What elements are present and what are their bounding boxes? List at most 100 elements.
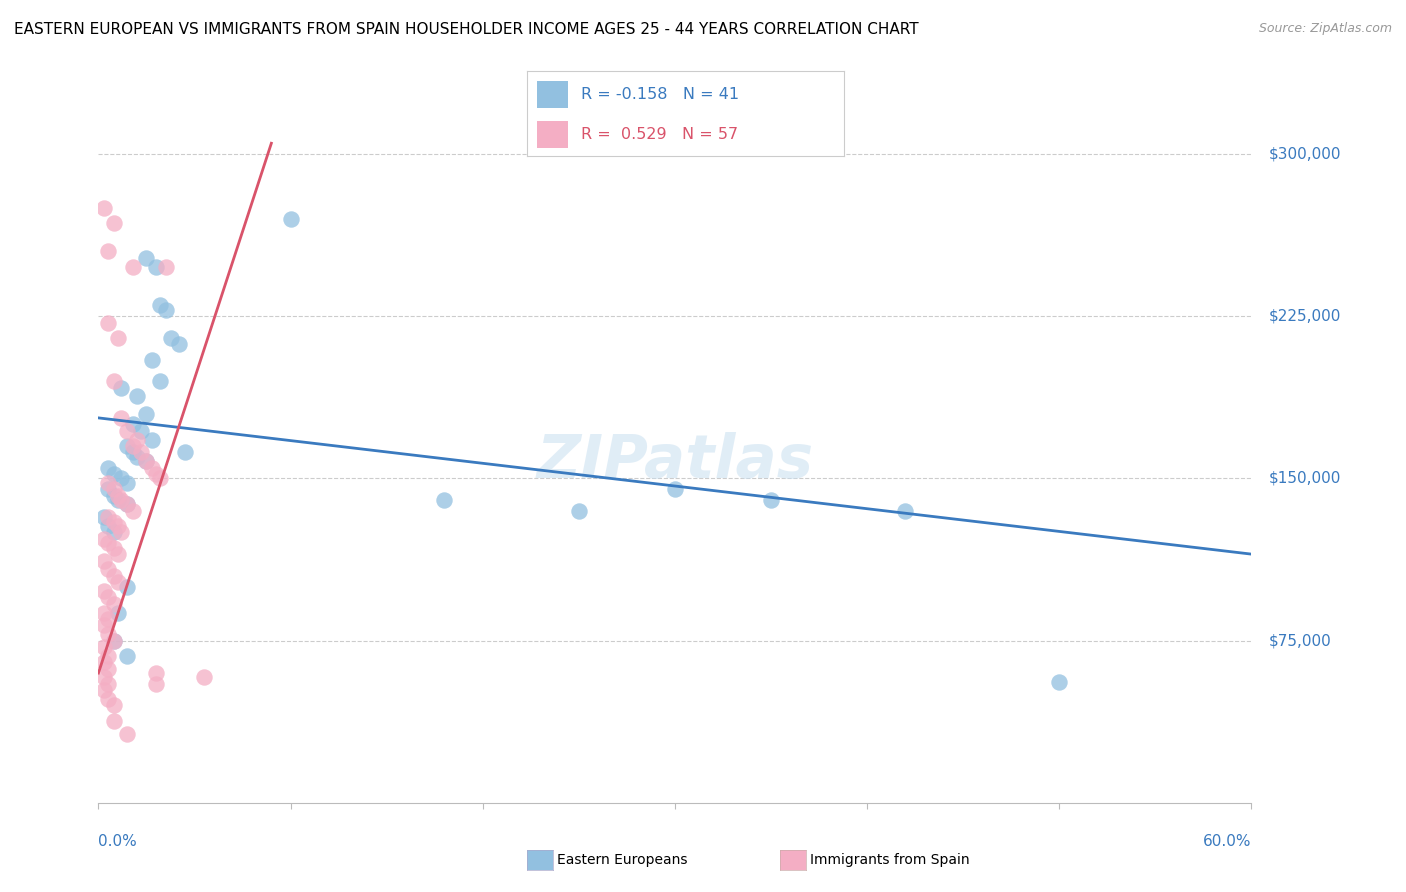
Point bbox=[160, 331, 183, 345]
Bar bbox=[537, 120, 568, 147]
Point bbox=[117, 497, 138, 511]
Point bbox=[117, 648, 138, 663]
Point bbox=[149, 471, 172, 485]
Point bbox=[97, 648, 120, 663]
Point bbox=[145, 666, 167, 681]
Point bbox=[107, 606, 129, 620]
Point bbox=[193, 670, 215, 684]
Point bbox=[433, 493, 456, 508]
Point bbox=[107, 575, 129, 590]
Point bbox=[97, 627, 120, 641]
Point bbox=[135, 407, 157, 421]
Text: Source: ZipAtlas.com: Source: ZipAtlas.com bbox=[1258, 22, 1392, 36]
Point bbox=[110, 471, 132, 485]
Point bbox=[97, 662, 120, 676]
Point bbox=[107, 547, 129, 561]
Point bbox=[117, 475, 138, 490]
Point bbox=[97, 519, 120, 533]
Text: $225,000: $225,000 bbox=[1268, 309, 1341, 324]
Point bbox=[141, 352, 163, 367]
Point bbox=[97, 562, 120, 576]
Point bbox=[129, 424, 152, 438]
Point bbox=[97, 244, 120, 259]
Point bbox=[97, 677, 120, 691]
Point bbox=[145, 677, 167, 691]
Point bbox=[97, 612, 120, 626]
Point bbox=[103, 374, 125, 388]
Point bbox=[97, 475, 120, 490]
Point bbox=[568, 504, 591, 518]
Point bbox=[103, 597, 125, 611]
Point bbox=[155, 260, 177, 274]
Point bbox=[103, 467, 125, 482]
Point bbox=[97, 482, 120, 496]
Point bbox=[117, 580, 138, 594]
Bar bbox=[537, 80, 568, 108]
Point bbox=[122, 260, 145, 274]
Point bbox=[107, 493, 129, 508]
Text: ZIPatlas: ZIPatlas bbox=[536, 432, 814, 491]
Point bbox=[664, 482, 686, 496]
Text: 60.0%: 60.0% bbox=[1204, 834, 1251, 849]
Point bbox=[155, 302, 177, 317]
Point bbox=[103, 541, 125, 555]
Point bbox=[93, 553, 115, 567]
Point bbox=[135, 454, 157, 468]
Point bbox=[122, 445, 145, 459]
Point bbox=[145, 467, 167, 482]
Point bbox=[117, 424, 138, 438]
Point bbox=[107, 331, 129, 345]
Text: EASTERN EUROPEAN VS IMMIGRANTS FROM SPAIN HOUSEHOLDER INCOME AGES 25 - 44 YEARS : EASTERN EUROPEAN VS IMMIGRANTS FROM SPAI… bbox=[14, 22, 918, 37]
Point bbox=[93, 510, 115, 524]
Point bbox=[103, 482, 125, 496]
Point bbox=[103, 633, 125, 648]
Point bbox=[97, 692, 120, 706]
Point bbox=[93, 583, 115, 598]
Point bbox=[135, 251, 157, 265]
Point bbox=[122, 439, 145, 453]
Text: Immigrants from Spain: Immigrants from Spain bbox=[810, 853, 970, 867]
Point bbox=[107, 489, 129, 503]
Point bbox=[280, 211, 302, 226]
Point bbox=[125, 389, 148, 403]
Point bbox=[103, 633, 125, 648]
Point bbox=[93, 201, 115, 215]
Point bbox=[93, 670, 115, 684]
Point bbox=[110, 525, 132, 540]
Point bbox=[103, 489, 125, 503]
Point bbox=[759, 493, 782, 508]
Point bbox=[141, 433, 163, 447]
Point bbox=[97, 316, 120, 330]
Text: 0.0%: 0.0% bbox=[98, 834, 138, 849]
Point bbox=[122, 417, 145, 432]
Point bbox=[103, 568, 125, 582]
Point bbox=[97, 510, 120, 524]
Point bbox=[125, 450, 148, 464]
Point bbox=[103, 216, 125, 230]
Text: Eastern Europeans: Eastern Europeans bbox=[557, 853, 688, 867]
Point bbox=[93, 606, 115, 620]
Point bbox=[103, 515, 125, 529]
Text: $300,000: $300,000 bbox=[1268, 146, 1341, 161]
Point bbox=[129, 445, 152, 459]
Point bbox=[93, 618, 115, 632]
Point bbox=[107, 519, 129, 533]
Text: R = -0.158   N = 41: R = -0.158 N = 41 bbox=[581, 87, 740, 102]
Point bbox=[117, 439, 138, 453]
Point bbox=[110, 493, 132, 508]
Point bbox=[110, 381, 132, 395]
Point bbox=[97, 536, 120, 550]
Point bbox=[135, 454, 157, 468]
Text: $150,000: $150,000 bbox=[1268, 471, 1341, 486]
Point bbox=[103, 714, 125, 728]
Point bbox=[167, 337, 190, 351]
Text: R =  0.529   N = 57: R = 0.529 N = 57 bbox=[581, 127, 738, 142]
Point bbox=[97, 591, 120, 605]
Point bbox=[103, 525, 125, 540]
Text: $75,000: $75,000 bbox=[1268, 633, 1331, 648]
Point bbox=[93, 532, 115, 546]
Point bbox=[93, 640, 115, 654]
Point bbox=[149, 298, 172, 312]
Point bbox=[174, 445, 197, 459]
Point bbox=[117, 497, 138, 511]
